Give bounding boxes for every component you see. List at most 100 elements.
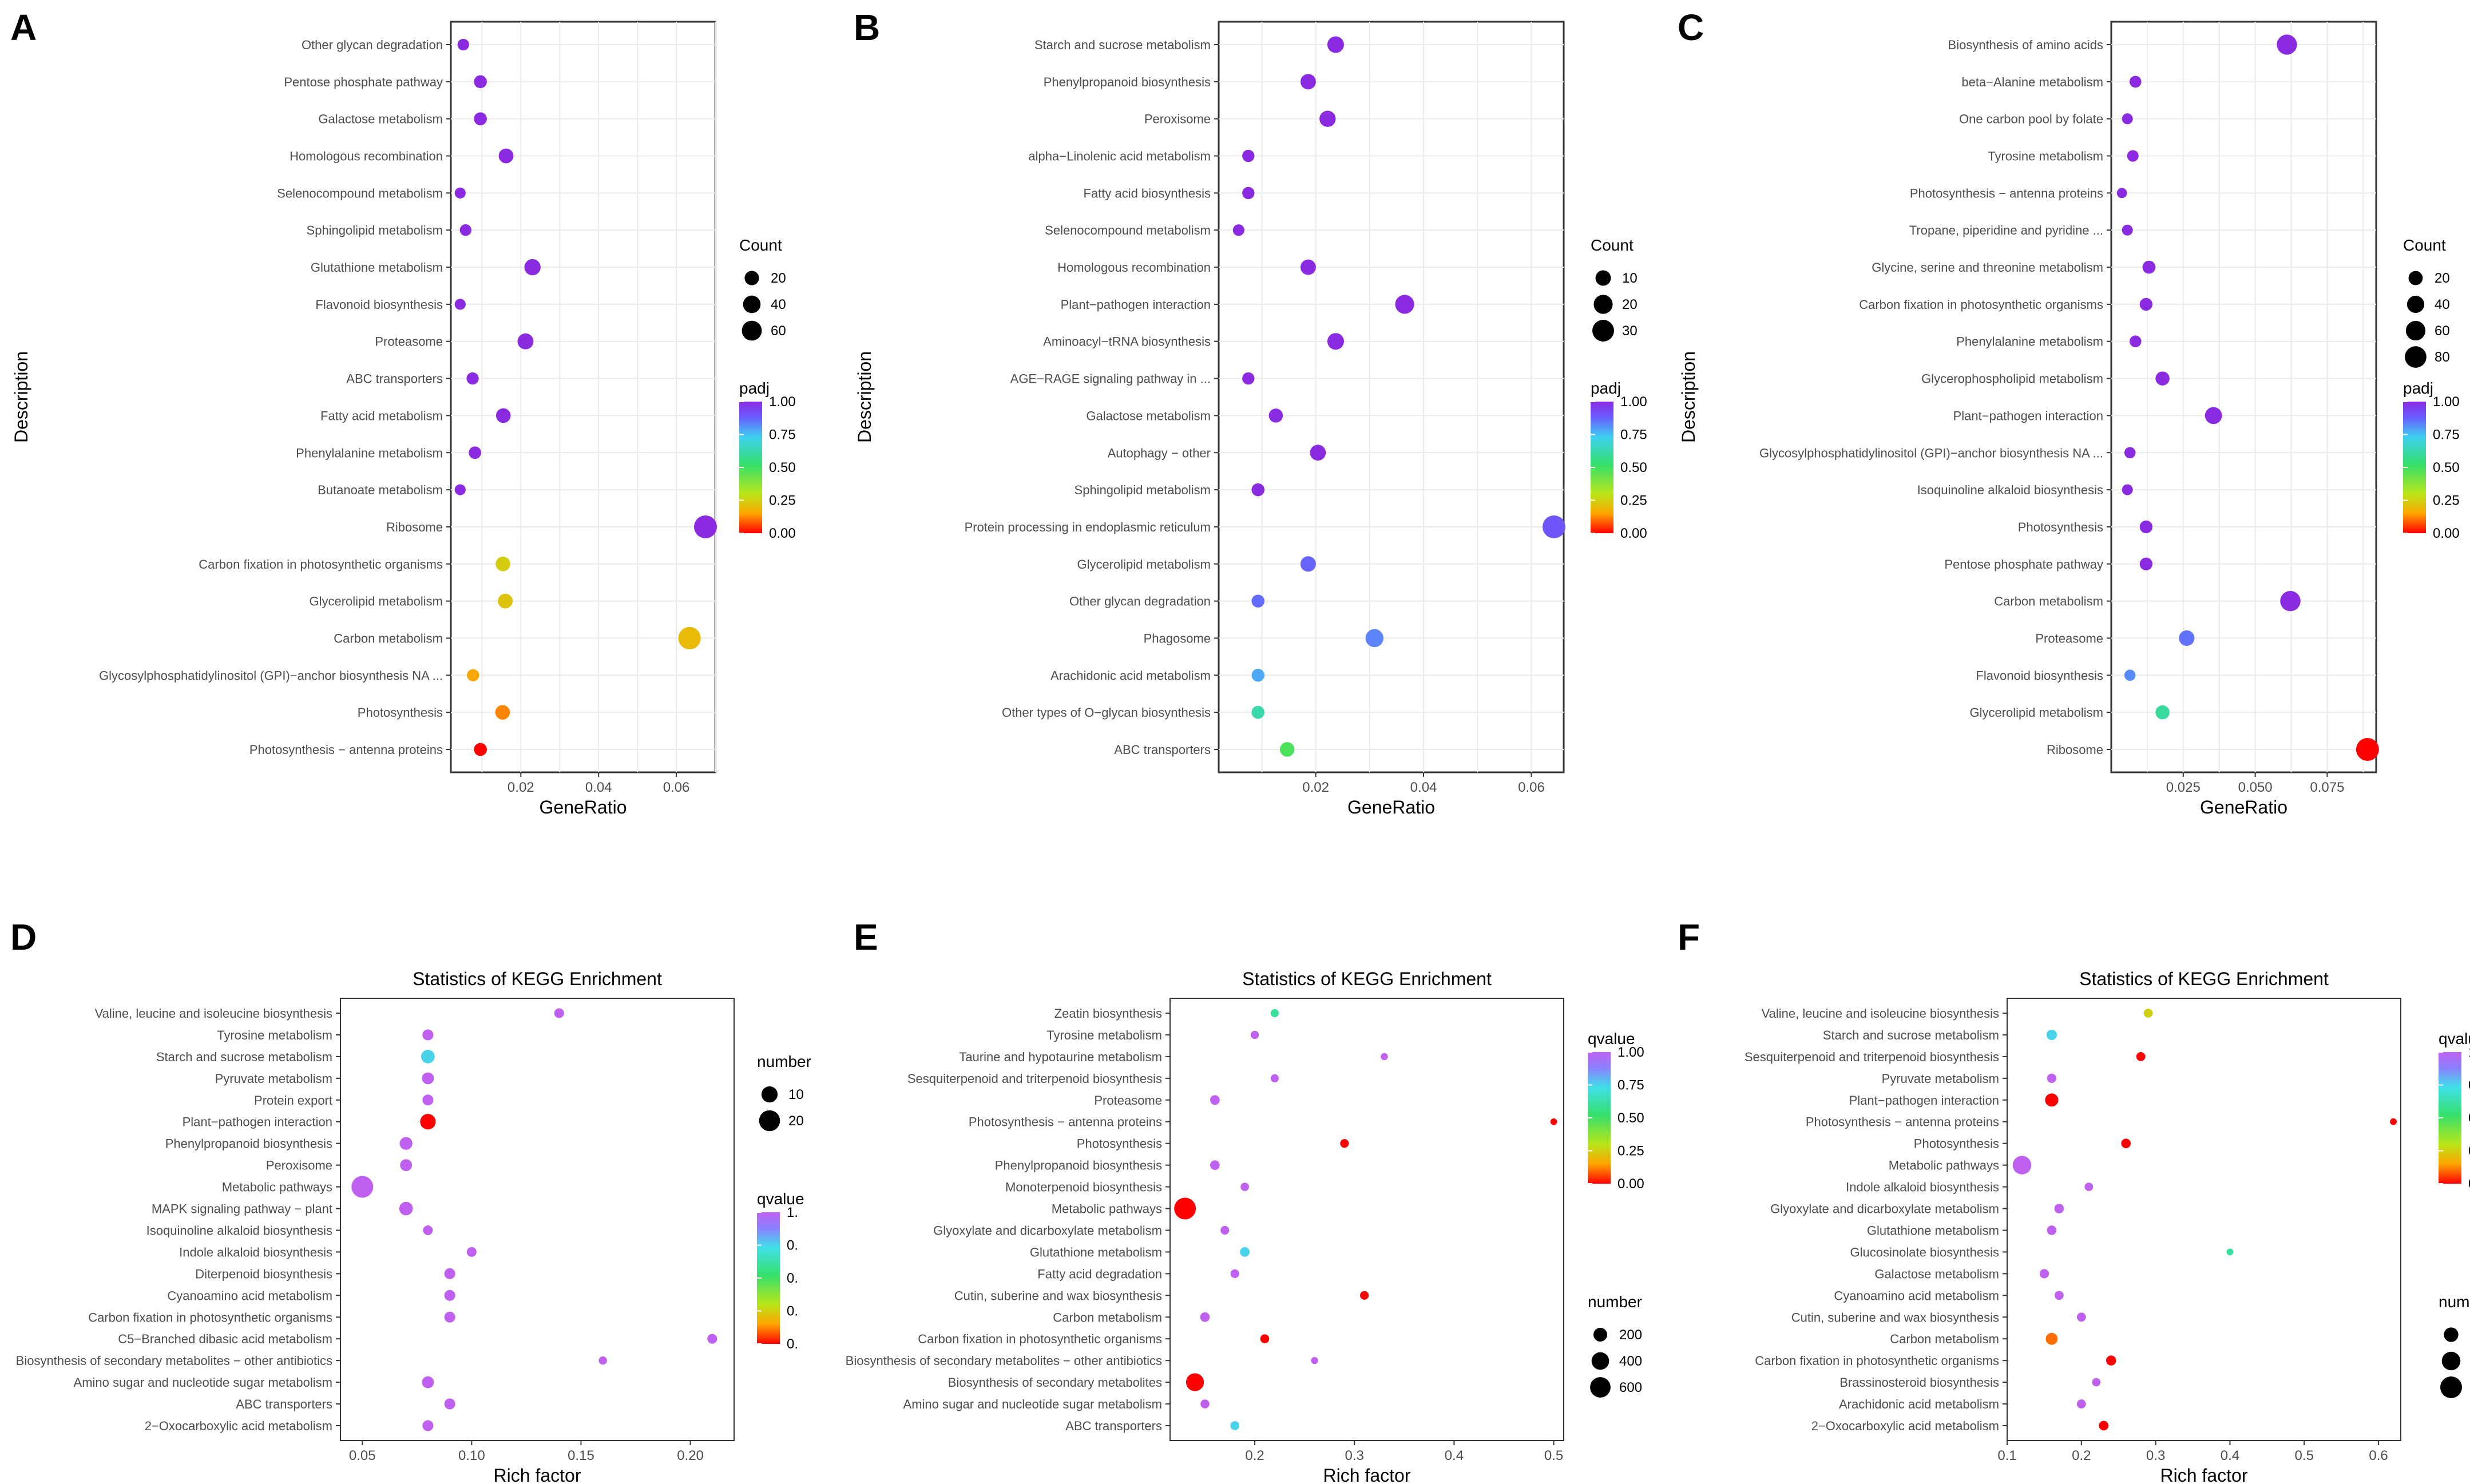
data-point (459, 224, 471, 236)
data-point (2122, 113, 2133, 125)
category-label: Photosynthesis − antenna proteins (249, 743, 443, 757)
category-label: Other glycan degradation (302, 38, 443, 52)
data-point (2047, 1225, 2057, 1235)
color-legend-title: qvalue (1588, 1030, 1635, 1047)
color-legend-label: 0.00 (769, 526, 796, 541)
size-legend-label: 40 (771, 297, 786, 312)
category-label: Flavonoid biosynthesis (315, 297, 443, 312)
category-label: ABC transporters (236, 1397, 332, 1411)
size-legend-label: 10 (788, 1087, 804, 1102)
x-tick-label: 0.6 (2369, 1448, 2388, 1463)
category-label: Carbon metabolism (1053, 1310, 1162, 1324)
data-point (517, 333, 534, 350)
category-label: Fatty acid biosynthesis (1083, 186, 1211, 200)
data-point (2054, 1204, 2064, 1213)
category-label: Glucosinolate biosynthesis (1850, 1245, 1999, 1259)
category-label: Cyanoamino acid metabolism (1834, 1288, 1999, 1303)
category-label: Fatty acid degradation (1037, 1267, 1162, 1281)
color-legend-label: 0. (787, 1336, 798, 1352)
size-legend-dot (2408, 271, 2423, 285)
x-axis-title: Rich factor (2160, 1465, 2248, 1484)
data-point (1230, 1269, 1239, 1278)
plot-area (340, 998, 735, 1441)
x-tick-label: 0.15 (568, 1448, 594, 1463)
category-label: Flavonoid biosynthesis (1976, 668, 2103, 683)
data-point (2122, 484, 2133, 495)
data-point (422, 1420, 434, 1431)
color-legend-label: 0. (787, 1238, 798, 1253)
category-label: Glutathione metabolism (311, 260, 443, 275)
color-legend-label: 0.50 (2433, 460, 2460, 475)
size-legend-dot (1592, 320, 1614, 342)
data-point (1279, 742, 1295, 757)
plot-area (2110, 21, 2377, 773)
category-label: Photosynthesis − antenna proteins (1910, 186, 2103, 200)
category-label: Homologous recombination (290, 149, 443, 164)
y-axis-title: Description (1678, 351, 1699, 443)
category-label: Phenylpropanoid biosynthesis (995, 1158, 1162, 1173)
category-label: Plant−pathogen interaction (1953, 408, 2103, 423)
color-legend-label: 1.00 (2433, 394, 2460, 410)
data-point (2084, 1183, 2094, 1191)
x-tick-label: 0.02 (1302, 780, 1329, 795)
category-label: Carbon metabolism (334, 631, 443, 645)
category-label: Carbon fixation in photosynthetic organi… (88, 1310, 332, 1324)
color-legend-label: 1.00 (1617, 1045, 1644, 1060)
points (1174, 1009, 1557, 1430)
data-point (1365, 629, 1384, 648)
category-label: Phenylpropanoid biosynthesis (165, 1137, 332, 1151)
category-label: Carbon metabolism (1994, 594, 2103, 609)
category-label: Carbon fixation in photosynthetic organi… (1859, 297, 2103, 312)
data-point (422, 1072, 434, 1085)
data-point (1232, 224, 1244, 236)
category-label: Protein processing in endoplasmic reticu… (965, 520, 1211, 534)
size-legend-dot (1591, 1352, 1609, 1370)
category-label: Tropane, piperidine and pyridine ... (1909, 223, 2103, 237)
panel-a: A Other glycan degradation Pentose phospha… (10, 7, 796, 818)
category-label: Ribosome (2047, 743, 2103, 757)
category-label: ABC transporters (1114, 743, 1211, 757)
plot-area (1218, 21, 1565, 773)
category-label: Valine, leucine and isoleucine biosynthe… (1762, 1006, 1999, 1021)
category-label: Arachidonic acid metabolism (1839, 1397, 1999, 1411)
data-point (2012, 1156, 2032, 1174)
data-point (1242, 149, 1255, 162)
size-legend-dot (761, 1086, 778, 1103)
data-point (2076, 1399, 2086, 1408)
data-point (466, 372, 479, 385)
size-legend-dot (742, 320, 762, 341)
category-label: Glycerolipid metabolism (1077, 557, 1211, 572)
category-label: Sesquiterpenoid and triterpenoid biosynt… (1745, 1050, 1999, 1064)
data-point (1360, 1291, 1369, 1300)
category-label: Tyrosine metabolism (1046, 1028, 1162, 1042)
data-point (1174, 1197, 1196, 1220)
data-point (2280, 590, 2301, 612)
category-label: ABC transporters (346, 372, 443, 386)
data-point (1327, 333, 1344, 350)
category-label: Metabolic pathways (222, 1180, 332, 1195)
category-label: Cyanoamino acid metabolism (167, 1288, 332, 1303)
data-point (444, 1398, 455, 1410)
data-point (454, 299, 466, 310)
data-point (400, 1159, 413, 1172)
chart-title: Statistics of KEGG Enrichment (413, 969, 662, 989)
size-legend-dot (1595, 270, 1611, 286)
category-label: Biosynthesis of secondary metabolites − … (846, 1354, 1162, 1368)
category-label: Photosynthesis (2018, 520, 2103, 534)
color-legend-label: 0.50 (1617, 1110, 1644, 1126)
gridlines (2111, 22, 2376, 772)
data-point (399, 1137, 413, 1150)
chart-title: Statistics of KEGG Enrichment (2079, 969, 2329, 989)
size-legend-label: 20 (2435, 271, 2450, 286)
data-point (1300, 74, 1316, 90)
data-point (351, 1176, 374, 1198)
category-label: ABC transporters (1065, 1419, 1162, 1433)
data-point (2127, 150, 2139, 162)
size-legend-label: 40 (2435, 297, 2450, 312)
data-point (444, 1268, 455, 1279)
data-point (474, 112, 487, 126)
data-point (421, 1050, 435, 1064)
data-point (1251, 483, 1265, 497)
size-legend-title: number (1588, 1293, 1642, 1311)
data-point (1543, 515, 1566, 538)
